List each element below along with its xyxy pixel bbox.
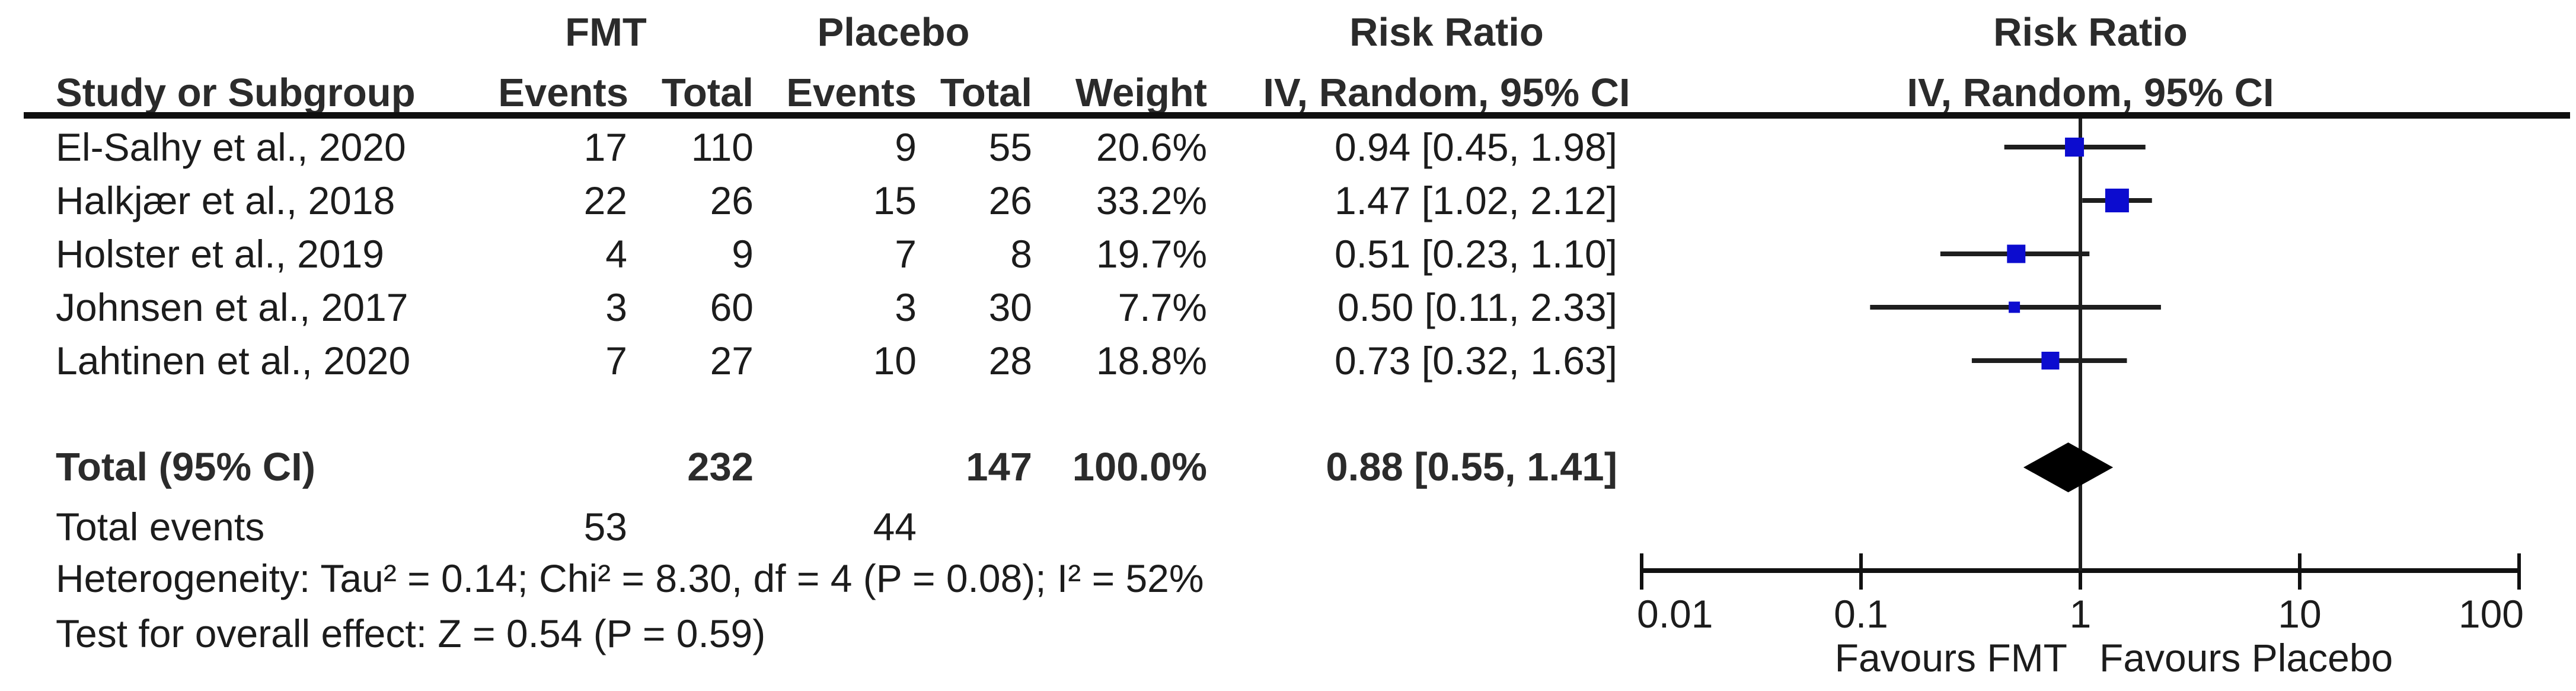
col-header-placebo-total: Total — [940, 71, 1032, 115]
effect-square — [2007, 244, 2026, 263]
weight-value: 7.7% — [1118, 285, 1207, 329]
risk-ratio-ci-value: 0.50 [0.11, 2.33] — [1337, 285, 1617, 329]
col-header-placebo-group: Placebo — [817, 10, 970, 55]
fmt-total-value: 60 — [710, 285, 754, 329]
placebo-events-value: 10 — [873, 339, 917, 383]
summary-diamond — [2023, 442, 2114, 492]
axis-tick-mark — [2079, 553, 2082, 590]
col-header-placebo-events: Events — [786, 71, 917, 115]
axis-tick-label: 0.01 — [1637, 592, 1713, 636]
fmt-events-value: 3 — [605, 285, 627, 329]
col-header-risk-ratio-left: Risk Ratio — [1349, 10, 1544, 55]
risk-ratio-ci-value: 0.94 [0.45, 1.98] — [1334, 125, 1617, 169]
effect-square — [2041, 352, 2060, 370]
risk-ratio-ci-value: 0.73 [0.32, 1.63] — [1334, 339, 1617, 383]
total-row-label: Total (95% CI) — [56, 445, 316, 489]
header-rule — [24, 112, 2570, 119]
weight-value: 33.2% — [1096, 179, 1207, 222]
axis-tick-label: 0.1 — [1834, 592, 1888, 636]
total-risk-ratio-ci-value: 0.88 [0.55, 1.41] — [1326, 445, 1617, 489]
risk-ratio-ci-value: 1.47 [1.02, 2.12] — [1334, 179, 1617, 222]
total-fmt-total-value: 232 — [687, 445, 754, 489]
placebo-total-value: 26 — [988, 179, 1032, 222]
axis-tick-mark — [2517, 553, 2521, 590]
fmt-total-value: 110 — [691, 125, 754, 169]
fmt-total-value: 27 — [710, 339, 754, 383]
risk-ratio-ci-value: 0.51 [0.23, 1.10] — [1334, 232, 1617, 276]
heterogeneity-line: Heterogeneity: Tau² = 0.14; Chi² = 8.30,… — [56, 556, 1204, 600]
fmt-events-value: 7 — [605, 339, 627, 383]
placebo-total-value: 8 — [1010, 232, 1032, 276]
favours-right-label: Favours Placebo — [2099, 636, 2393, 680]
placebo-total-value: 30 — [988, 285, 1032, 329]
total-events-label: Total events — [56, 505, 265, 549]
placebo-total-value: 55 — [988, 125, 1032, 169]
total-events-fmt-value: 53 — [583, 505, 627, 549]
fmt-total-value: 9 — [732, 232, 754, 276]
placebo-events-value: 9 — [895, 125, 917, 169]
col-header-fmt-group: FMT — [565, 10, 647, 55]
favours-left-label: Favours FMT — [1834, 636, 2067, 680]
placebo-events-value: 15 — [873, 179, 917, 222]
plot-header-method: IV, Random, 95% CI — [1907, 71, 2274, 115]
overall-effect-line: Test for overall effect: Z = 0.54 (P = 0… — [56, 612, 766, 655]
axis-tick-mark — [2298, 553, 2302, 590]
weight-value: 19.7% — [1096, 232, 1207, 276]
axis-tick-label: 100 — [2458, 592, 2524, 636]
no-effect-line — [2079, 119, 2082, 571]
col-header-fmt-total: Total — [661, 71, 754, 115]
axis-tick-label: 1 — [2069, 592, 2092, 636]
effect-square — [2065, 138, 2085, 157]
effect-square — [2009, 301, 2020, 313]
col-header-weight: Weight — [1075, 71, 1207, 115]
study-label: Johnsen et al., 2017 — [56, 285, 408, 329]
axis-tick-label: 10 — [2278, 592, 2322, 636]
col-header-method-left: IV, Random, 95% CI — [1263, 71, 1630, 115]
study-label: El-Salhy et al., 2020 — [56, 125, 406, 169]
col-header-study: Study or Subgroup — [56, 71, 416, 115]
fmt-total-value: 26 — [710, 179, 754, 222]
placebo-events-value: 7 — [895, 232, 917, 276]
total-placebo-total-value: 147 — [966, 445, 1032, 489]
axis-tick-mark — [1640, 553, 1643, 590]
total-weight-value: 100.0% — [1072, 445, 1207, 489]
placebo-total-value: 28 — [988, 339, 1032, 383]
col-header-fmt-events: Events — [498, 71, 628, 115]
axis-tick-mark — [1859, 553, 1863, 590]
placebo-events-value: 3 — [895, 285, 917, 329]
fmt-events-value: 22 — [583, 179, 627, 222]
plot-header-risk-ratio: Risk Ratio — [1993, 10, 2188, 55]
study-label: Lahtinen et al., 2020 — [56, 339, 411, 383]
weight-value: 18.8% — [1096, 339, 1207, 383]
fmt-events-value: 4 — [605, 232, 627, 276]
study-label: Holster et al., 2019 — [56, 232, 384, 276]
study-label: Halkjær et al., 2018 — [56, 179, 395, 222]
weight-value: 20.6% — [1096, 125, 1207, 169]
fmt-events-value: 17 — [583, 125, 627, 169]
effect-square — [2105, 189, 2129, 212]
total-events-placebo-value: 44 — [873, 505, 917, 549]
